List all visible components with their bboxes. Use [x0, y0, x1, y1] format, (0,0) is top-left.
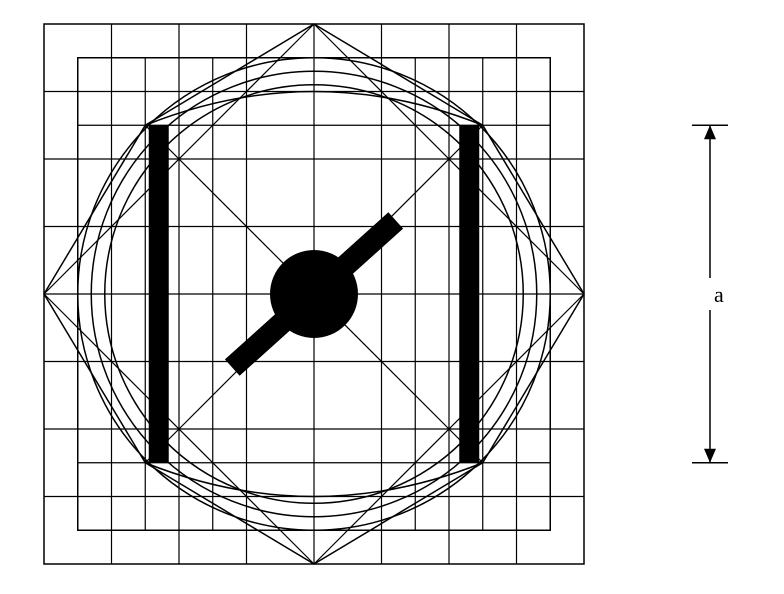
technical-diagram: a	[0, 0, 784, 594]
vertical-bar-right	[459, 125, 479, 463]
background	[0, 0, 784, 594]
center-knob-circle	[270, 250, 358, 338]
dimension-label: a	[714, 282, 724, 307]
vertical-bar-left	[149, 125, 169, 463]
